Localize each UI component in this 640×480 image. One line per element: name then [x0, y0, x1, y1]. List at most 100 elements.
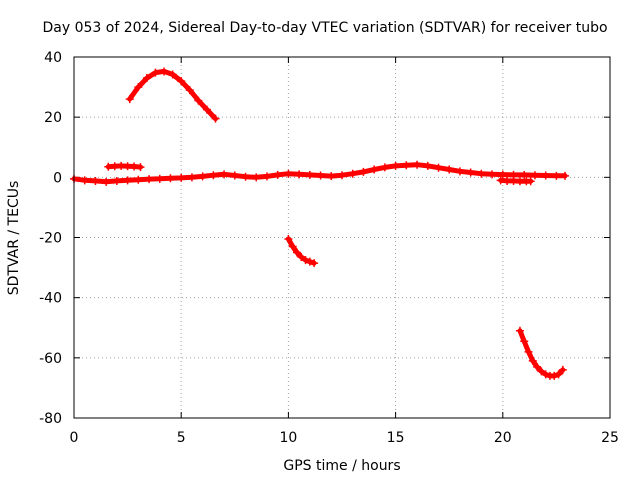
data-point	[177, 173, 186, 182]
y-tick-label: -60	[39, 351, 62, 367]
data-point	[550, 371, 559, 380]
data-point	[455, 167, 464, 176]
data-point	[380, 163, 389, 172]
data-point	[477, 169, 486, 178]
data-point	[537, 367, 546, 376]
data-point	[80, 176, 89, 185]
data-point	[528, 356, 537, 365]
y-tick-label: 0	[53, 170, 62, 186]
data-point	[91, 176, 100, 185]
data-point	[554, 370, 563, 379]
series-main-band	[70, 160, 569, 186]
data-point	[348, 169, 357, 178]
data-point	[284, 235, 293, 244]
data-point	[134, 83, 143, 92]
data-point	[520, 170, 529, 179]
data-point	[295, 170, 304, 179]
data-point	[166, 174, 175, 183]
data-point	[434, 163, 443, 172]
y-tick-label: -20	[39, 231, 62, 247]
data-point	[241, 172, 250, 181]
chart-title: Day 053 of 2024, Sidereal Day-to-day VTE…	[42, 20, 607, 36]
x-tick-label: 20	[494, 430, 512, 446]
data-point	[533, 362, 542, 371]
series-segment-1.6h	[104, 161, 145, 172]
data-point	[552, 171, 561, 180]
data-point	[209, 171, 218, 180]
data-point	[445, 165, 454, 174]
data-point	[305, 170, 314, 179]
x-tick-label: 10	[279, 430, 297, 446]
data-point	[423, 161, 432, 170]
data-point	[526, 177, 535, 186]
data-point	[198, 172, 207, 181]
y-tick-label: -80	[39, 411, 62, 427]
series-segment-2.6h	[125, 67, 220, 123]
data-point	[142, 74, 151, 83]
x-tick-label: 25	[601, 430, 619, 446]
series-segment-10h	[284, 235, 319, 268]
data-point	[177, 77, 186, 86]
data-point	[220, 170, 229, 179]
x-tick-label: 15	[387, 430, 405, 446]
data-point	[338, 171, 346, 180]
data-point	[194, 96, 203, 105]
data-point	[305, 257, 314, 266]
data-point	[310, 259, 319, 268]
data-point	[488, 170, 497, 179]
data-point	[145, 175, 154, 184]
data-point	[112, 176, 121, 185]
data-point	[391, 161, 400, 170]
data-point	[541, 370, 550, 379]
data-point	[413, 160, 422, 169]
data-point	[160, 67, 169, 76]
data-point	[185, 86, 194, 95]
data-point	[155, 174, 164, 183]
data-point	[284, 169, 293, 178]
y-axis-label: SDTVAR / TECUs	[6, 181, 22, 296]
data-point	[136, 163, 145, 172]
data-point	[498, 170, 507, 179]
data-point	[123, 176, 132, 185]
data-point	[316, 171, 325, 180]
x-tick-label: 0	[70, 430, 79, 446]
series-segment-20h	[496, 176, 535, 186]
data-point	[370, 165, 379, 174]
data-point	[297, 253, 306, 262]
data-point	[230, 171, 239, 180]
data-point	[402, 161, 411, 170]
x-tick-label: 5	[177, 430, 186, 446]
series-segment-20.8h	[515, 326, 567, 380]
data-point	[187, 173, 196, 182]
data-point	[202, 105, 211, 114]
data-point	[211, 114, 220, 123]
data-point	[558, 365, 567, 374]
data-point	[168, 70, 177, 79]
data-point	[288, 242, 297, 251]
data-point	[530, 171, 539, 180]
data-point	[520, 337, 529, 346]
data-point	[515, 326, 524, 335]
data-point	[327, 172, 336, 181]
data-point	[359, 167, 368, 176]
y-tick-label: -40	[39, 291, 62, 307]
data-point	[292, 248, 301, 257]
data-point	[151, 68, 160, 77]
x-axis-label: GPS time / hours	[283, 458, 400, 474]
y-tick-label: 40	[44, 50, 62, 66]
data-point	[134, 175, 143, 184]
data-point	[252, 173, 261, 182]
data-point	[273, 170, 282, 179]
data-point	[125, 95, 134, 104]
data-point	[524, 347, 533, 356]
series-layer	[70, 67, 569, 380]
data-point	[541, 171, 550, 180]
data-point	[560, 171, 569, 180]
plot-frame	[73, 56, 611, 419]
data-point	[301, 256, 310, 265]
data-point	[262, 172, 271, 181]
data-point	[466, 168, 475, 177]
data-point	[102, 177, 111, 186]
